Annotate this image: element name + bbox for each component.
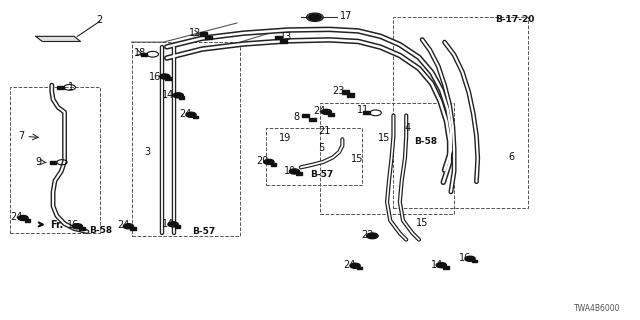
Text: 21: 21 — [318, 126, 330, 136]
Circle shape — [186, 112, 196, 117]
Circle shape — [436, 263, 447, 268]
Text: 15: 15 — [416, 218, 428, 228]
Text: 12: 12 — [189, 28, 202, 38]
Bar — [356, 267, 362, 269]
Bar — [309, 118, 316, 121]
Text: 7: 7 — [19, 132, 25, 141]
Text: 13: 13 — [280, 32, 292, 42]
Polygon shape — [36, 36, 81, 42]
Text: 20: 20 — [256, 156, 269, 166]
Text: B-57: B-57 — [192, 227, 216, 236]
Text: 16: 16 — [67, 220, 79, 230]
Bar — [296, 172, 302, 175]
Text: 14: 14 — [162, 90, 174, 100]
Circle shape — [160, 74, 170, 79]
Text: 14: 14 — [163, 219, 175, 229]
Text: B-17-20: B-17-20 — [495, 15, 535, 24]
Bar — [200, 32, 207, 36]
Text: 10: 10 — [284, 165, 296, 175]
Text: 15: 15 — [351, 154, 363, 164]
Text: TWA4B6000: TWA4B6000 — [573, 304, 620, 313]
Circle shape — [350, 263, 360, 268]
Text: 16: 16 — [460, 253, 472, 263]
Bar — [443, 266, 449, 269]
Bar — [280, 39, 287, 43]
Text: Fr.: Fr. — [38, 220, 64, 230]
Bar — [193, 116, 198, 118]
Text: 8: 8 — [293, 112, 300, 122]
Text: 22: 22 — [362, 230, 374, 240]
Text: 24: 24 — [314, 106, 326, 116]
Text: 15: 15 — [378, 133, 390, 143]
Text: 19: 19 — [279, 133, 291, 143]
Bar — [205, 36, 212, 39]
Text: 18: 18 — [134, 48, 146, 58]
Bar — [346, 93, 353, 97]
Text: 23: 23 — [332, 86, 344, 96]
Text: 14: 14 — [431, 260, 443, 269]
Bar — [328, 113, 333, 116]
Bar — [175, 225, 180, 228]
Bar — [50, 161, 56, 164]
Circle shape — [289, 169, 300, 174]
Text: B-58: B-58 — [89, 226, 112, 235]
Text: 11: 11 — [357, 105, 369, 115]
Text: 6: 6 — [508, 152, 515, 163]
Text: 24: 24 — [10, 212, 22, 222]
Circle shape — [264, 159, 274, 164]
Bar — [141, 52, 147, 56]
Text: 24: 24 — [118, 220, 130, 230]
Text: 24: 24 — [344, 260, 356, 270]
Bar — [342, 90, 349, 93]
Bar — [57, 86, 64, 89]
Circle shape — [308, 14, 321, 20]
Text: 4: 4 — [404, 123, 410, 132]
Bar — [25, 219, 30, 222]
Bar — [130, 227, 136, 230]
Bar — [303, 114, 310, 117]
Text: 24: 24 — [179, 109, 192, 119]
Bar — [79, 227, 84, 230]
Circle shape — [465, 256, 475, 261]
Text: B-58: B-58 — [415, 137, 438, 146]
Circle shape — [168, 222, 178, 227]
Bar — [271, 163, 276, 165]
Circle shape — [367, 233, 378, 239]
Circle shape — [18, 215, 28, 220]
Circle shape — [173, 93, 183, 98]
Bar — [275, 36, 282, 39]
Text: 2: 2 — [97, 15, 103, 26]
Text: 17: 17 — [340, 11, 353, 21]
Circle shape — [72, 224, 83, 229]
Circle shape — [321, 109, 332, 115]
Bar — [364, 111, 370, 115]
Bar — [179, 96, 184, 99]
Text: 1: 1 — [68, 82, 74, 92]
Bar — [165, 77, 171, 80]
Text: 16: 16 — [149, 72, 161, 82]
Circle shape — [124, 224, 134, 229]
Text: 3: 3 — [145, 147, 150, 157]
Text: 5: 5 — [318, 143, 324, 153]
Text: B-57: B-57 — [310, 170, 333, 179]
Text: 9: 9 — [36, 157, 42, 167]
Bar — [472, 260, 477, 262]
